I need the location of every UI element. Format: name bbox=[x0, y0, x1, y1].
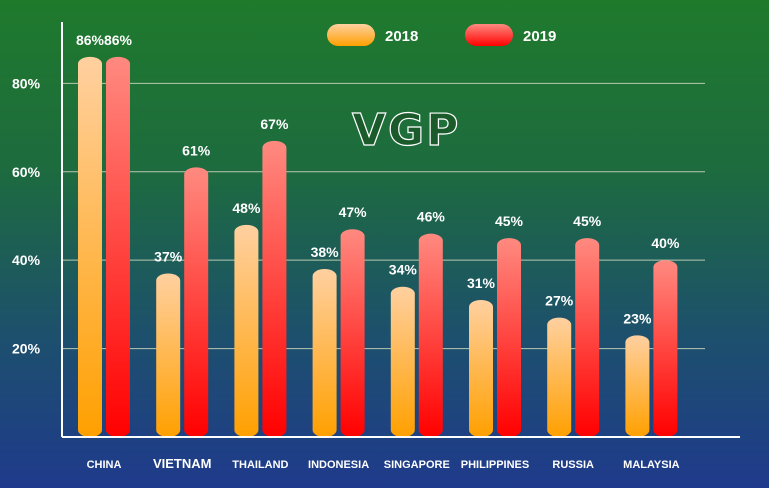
bar-vietnam-2018 bbox=[156, 273, 181, 437]
watermark-logo: VGP bbox=[352, 105, 460, 156]
legend-label-2018: 2018 bbox=[385, 28, 418, 45]
data-label-indonesia-2018: 38% bbox=[311, 244, 340, 260]
y-tick-label: 40% bbox=[12, 252, 41, 268]
legend-label-2019: 2019 bbox=[523, 28, 556, 45]
bar-indonesia-2018 bbox=[312, 269, 337, 437]
bar-russia-2019 bbox=[575, 238, 600, 437]
bar-indonesia-2019 bbox=[340, 229, 365, 437]
category-label-indonesia: INDONESIA bbox=[308, 459, 369, 471]
data-label-philippines-2018: 31% bbox=[467, 275, 496, 291]
category-label-philippines: PHILIPPINES bbox=[461, 459, 529, 471]
data-label-malaysia-2019: 40% bbox=[651, 235, 680, 251]
category-label-singapore: SINGAPORE bbox=[384, 459, 450, 471]
bar-malaysia-2019 bbox=[653, 260, 678, 437]
data-label-russia-2019: 45% bbox=[573, 213, 602, 229]
data-label-china-2018: 86% bbox=[76, 32, 105, 48]
legend-swatch-2019 bbox=[465, 24, 513, 46]
bar-singapore-2019 bbox=[418, 233, 443, 437]
x-axis-categories: CHINA VIETNAM THAILAND INDONESIA SINGAPORE PH… bbox=[87, 456, 680, 471]
category-label-vietnam: VIETNAM bbox=[153, 456, 212, 471]
bar-russia-2018 bbox=[547, 317, 572, 437]
category-label-russia: RUSSIA bbox=[552, 459, 594, 471]
data-label-singapore-2018: 34% bbox=[389, 262, 418, 278]
bar-philippines-2019 bbox=[497, 238, 521, 437]
data-label-thailand-2019: 67% bbox=[260, 116, 289, 132]
data-label-malaysia-2018: 23% bbox=[623, 310, 652, 326]
bar-vietnam-2019 bbox=[184, 167, 209, 437]
y-tick-label: 80% bbox=[12, 75, 41, 91]
y-tick-label: 20% bbox=[12, 341, 41, 357]
data-label-vietnam-2019: 61% bbox=[182, 142, 211, 158]
data-label-indonesia-2019: 47% bbox=[339, 204, 368, 220]
bar-china-2019 bbox=[106, 56, 130, 437]
data-label-thailand-2018: 48% bbox=[232, 200, 261, 216]
bars bbox=[78, 56, 678, 438]
category-label-malaysia: MALAYSIA bbox=[623, 459, 679, 471]
data-label-singapore-2019: 46% bbox=[417, 209, 446, 225]
data-label-china-2019: 86% bbox=[104, 32, 133, 48]
bar-thailand-2018 bbox=[234, 224, 259, 437]
data-label-russia-2018: 27% bbox=[545, 293, 574, 309]
data-label-philippines-2019: 45% bbox=[495, 213, 524, 229]
legend-swatch-2018 bbox=[327, 24, 375, 46]
y-tick-label: 60% bbox=[12, 164, 41, 180]
category-label-china: CHINA bbox=[87, 459, 122, 471]
legend: 2018 2019 bbox=[327, 24, 556, 46]
data-label-vietnam-2018: 37% bbox=[154, 248, 183, 264]
bar-malaysia-2018 bbox=[625, 335, 650, 437]
data-labels: 86% 86% 37% 61% 48% 67% 38% 47% 34% 46% 31% 45% 27% 4… bbox=[76, 32, 680, 326]
bar-china-2018 bbox=[78, 56, 102, 437]
bar-singapore-2018 bbox=[390, 286, 415, 437]
category-label-thailand: THAILAND bbox=[232, 459, 288, 471]
bar-thailand-2019 bbox=[262, 140, 287, 438]
y-axis-ticks: 20% 40% 60% 80% bbox=[12, 75, 41, 356]
bar-philippines-2018 bbox=[469, 299, 493, 437]
